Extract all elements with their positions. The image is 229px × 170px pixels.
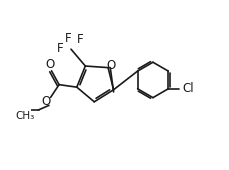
Text: CH₃: CH₃ bbox=[15, 111, 35, 121]
Text: Cl: Cl bbox=[182, 82, 193, 95]
Text: F: F bbox=[57, 42, 63, 55]
Text: F: F bbox=[77, 33, 83, 46]
Text: O: O bbox=[45, 58, 54, 71]
Text: O: O bbox=[106, 59, 115, 72]
Text: O: O bbox=[41, 95, 50, 108]
Text: F: F bbox=[64, 32, 71, 45]
